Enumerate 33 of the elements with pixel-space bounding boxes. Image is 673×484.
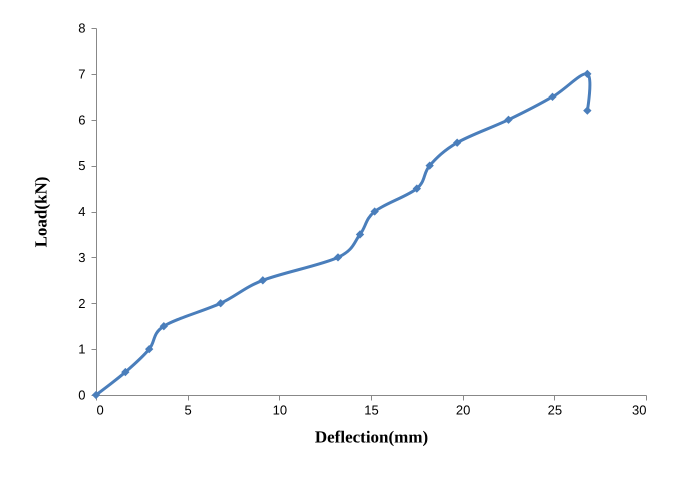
x-tick-label: 20 — [456, 402, 470, 418]
x-tick-label: 0 — [96, 402, 104, 418]
point — [144, 344, 154, 354]
x-axis-title: Deflection(mm) — [314, 428, 428, 446]
point — [504, 116, 513, 124]
y-tick-label: 5 — [78, 158, 86, 174]
point — [370, 207, 379, 216]
point — [334, 253, 342, 262]
x-tick-label: 25 — [548, 402, 562, 418]
y-tick-label: 3 — [78, 250, 86, 265]
x-tick-label: 5 — [184, 402, 192, 418]
point — [548, 92, 557, 101]
point — [160, 322, 168, 330]
y-tick-label: 6 — [78, 112, 86, 128]
x-tick-label: 15 — [364, 402, 379, 418]
point — [216, 299, 225, 308]
y-axis-title: Load(kN) — [31, 176, 50, 248]
x-tick-label: 30 — [632, 402, 646, 418]
point — [452, 138, 462, 147]
x-tick-label: 10 — [272, 402, 288, 418]
point — [356, 230, 364, 239]
point — [258, 276, 268, 284]
point — [583, 106, 592, 115]
y-tick-label: 7 — [78, 66, 86, 82]
point — [425, 161, 434, 170]
y-tick-label: 0 — [78, 388, 86, 402]
point — [121, 368, 130, 376]
y-tick-label: 8 — [78, 20, 86, 36]
point — [412, 184, 422, 193]
y-tick-label: 2 — [78, 296, 86, 311]
point — [583, 70, 592, 78]
y-tick-label: 4 — [78, 204, 86, 219]
y-tick-label: 1 — [78, 342, 86, 357]
